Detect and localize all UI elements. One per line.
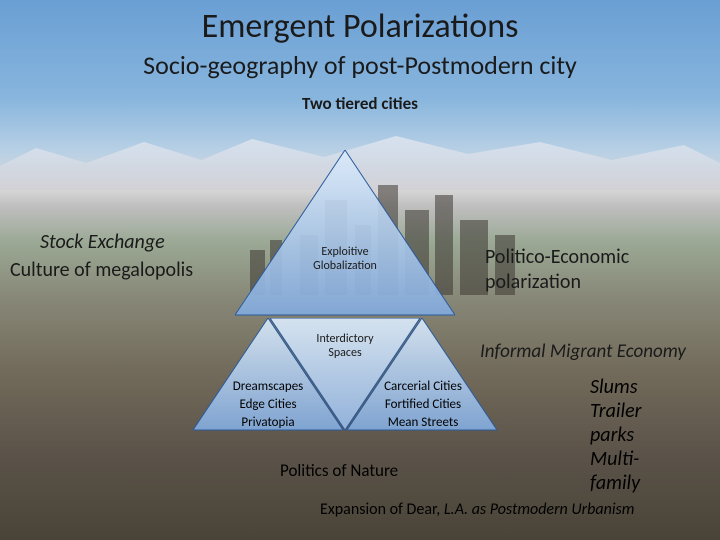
- left-list-1: Dreamscapes: [220, 378, 316, 396]
- right-list: Carcerial Cities Fortified Cities Mean S…: [375, 378, 471, 433]
- subtitle: Socio-geography of post-Postmodern city: [0, 47, 720, 81]
- far-right-3: parks: [590, 423, 642, 447]
- left-list-2: Edge Cities: [220, 396, 316, 414]
- left-list: Dreamscapes Edge Cities Privatopia: [220, 378, 316, 433]
- far-right-list: Slums Trailer parks Multi- family: [590, 375, 642, 495]
- mid-tri-line1: Interdictory: [300, 332, 390, 346]
- left-label-1: Stock Exchange: [40, 230, 165, 254]
- section-label: Two tiered cities: [0, 81, 720, 114]
- right-label-3: Informal Migrant Economy: [480, 340, 686, 363]
- right-list-2: Fortified Cities: [375, 396, 471, 414]
- right-label-1: Politico-Economic: [485, 245, 629, 269]
- credit-pre: Expansion of Dear,: [320, 500, 444, 519]
- right-label-2: polarization: [485, 270, 581, 294]
- mid-triangle-label: Interdictory Spaces: [300, 332, 390, 361]
- far-right-2: Trailer: [590, 399, 642, 423]
- right-list-3: Mean Streets: [375, 414, 471, 432]
- right-list-1: Carcerial Cities: [375, 378, 471, 396]
- top-triangle-label: Exploitive Globalization: [300, 245, 390, 274]
- top-triangle: [235, 150, 455, 316]
- credit-line: Expansion of Dear, L.A. as Postmodern Ur…: [320, 500, 634, 519]
- far-right-4: Multi-: [590, 447, 642, 471]
- far-right-5: family: [590, 471, 642, 495]
- left-label-2: Culture of megalopolis: [10, 258, 193, 282]
- top-tri-line1: Exploitive: [300, 245, 390, 259]
- bottom-label: Politics of Nature: [280, 460, 398, 481]
- mid-tri-line2: Spaces: [300, 346, 390, 360]
- left-list-3: Privatopia: [220, 414, 316, 432]
- top-tri-line2: Globalization: [300, 259, 390, 273]
- triangle-diagram: Exploitive Globalization Interdictory Sp…: [0, 150, 720, 530]
- main-title: Emergent Polarizations: [0, 0, 720, 47]
- far-right-1: Slums: [590, 375, 642, 399]
- credit-ital: L.A. as Postmodern Urbanism: [444, 500, 635, 519]
